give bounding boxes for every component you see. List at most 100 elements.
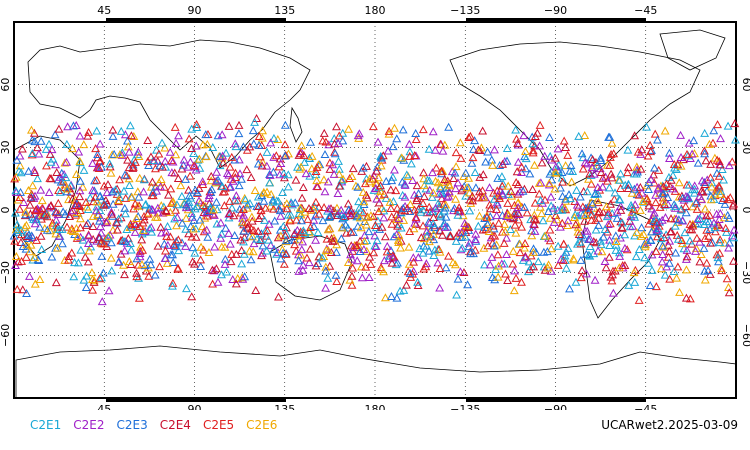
observation-triangle (286, 210, 296, 219)
observation-triangle (216, 218, 226, 227)
observation-triangle (195, 215, 205, 224)
observation-triangle (247, 212, 257, 221)
observation-triangle (46, 157, 56, 166)
observation-triangle (387, 219, 397, 228)
observation-triangle (393, 258, 402, 267)
observation-triangle (544, 260, 554, 269)
observation-triangle (17, 230, 26, 239)
observation-triangle (408, 176, 418, 185)
observation-triangle (607, 138, 617, 147)
observation-triangle (652, 232, 662, 241)
observation-triangle (520, 253, 530, 262)
observation-triangle (469, 144, 478, 153)
observation-triangle (418, 221, 428, 230)
observation-triangle (10, 174, 20, 183)
observation-triangle (581, 249, 591, 258)
observation-triangle (663, 252, 673, 261)
observation-triangle (323, 177, 333, 186)
observation-triangle (137, 235, 147, 244)
observation-triangle (428, 188, 438, 197)
observation-triangle (30, 219, 40, 228)
observation-triangle (591, 189, 600, 198)
observation-triangle (438, 146, 448, 155)
observation-triangle (108, 225, 118, 234)
observation-triangle (673, 159, 683, 169)
observation-triangle (192, 122, 202, 131)
observation-triangle (480, 193, 490, 202)
observation-triangle (528, 146, 538, 155)
observation-triangle (489, 194, 499, 203)
observation-triangle (161, 246, 170, 255)
observation-triangle (50, 130, 60, 139)
observation-triangle (682, 252, 692, 261)
observation-triangle (192, 202, 202, 211)
observation-triangle (465, 131, 475, 140)
observation-triangle (359, 197, 369, 206)
observation-triangle (368, 122, 378, 131)
observation-triangle (454, 203, 464, 212)
observation-triangle (296, 216, 306, 225)
observation-triangle (20, 222, 30, 231)
observation-triangle (652, 226, 662, 235)
observation-triangle (601, 263, 611, 272)
observation-triangle (702, 258, 712, 267)
observation-triangle (705, 210, 715, 219)
observation-triangle (374, 207, 384, 216)
observation-triangle (170, 168, 180, 177)
observation-triangle (321, 137, 331, 146)
observation-triangle (228, 274, 238, 283)
observation-triangle (722, 274, 732, 283)
observation-triangle (452, 290, 462, 299)
observation-triangle (656, 234, 666, 243)
observation-triangle (582, 187, 592, 196)
observation-triangle (390, 165, 399, 174)
observation-triangle (198, 200, 208, 209)
observation-triangle (184, 229, 194, 238)
lon-tick-label: −45 (634, 403, 657, 410)
observation-triangle (654, 165, 664, 174)
top-scale-bar-2 (466, 18, 646, 22)
observation-triangle (386, 246, 396, 255)
observation-triangle (85, 193, 95, 202)
observation-triangle (55, 187, 65, 196)
observation-triangle (76, 245, 86, 254)
observation-triangle (346, 206, 356, 215)
observation-triangle (78, 182, 88, 191)
observation-triangle (62, 157, 72, 166)
observation-triangle (23, 185, 33, 194)
observation-triangle (666, 175, 676, 184)
observation-triangle (379, 206, 389, 215)
observation-triangle (535, 120, 545, 129)
observation-triangle (304, 258, 314, 267)
observation-triangle (329, 233, 339, 242)
observation-triangle (700, 128, 710, 137)
observation-triangle (620, 243, 630, 252)
observation-triangle (44, 139, 54, 148)
observation-triangle (689, 136, 699, 145)
observation-triangle (93, 150, 103, 159)
observation-triangle (637, 223, 647, 232)
observation-triangle (137, 260, 147, 269)
observation-triangle (71, 223, 81, 233)
observation-triangle (428, 168, 437, 177)
observation-triangle (330, 149, 340, 158)
observation-triangle (68, 206, 78, 215)
observation-triangle (424, 246, 434, 255)
observation-triangle (190, 248, 200, 257)
observation-triangle (224, 228, 234, 237)
observation-triangle (37, 244, 47, 253)
observation-triangle (386, 185, 396, 194)
observation-triangle (45, 149, 55, 158)
observation-triangle (228, 176, 238, 185)
product-caption: UCARwet2.2025-03-09 (601, 418, 738, 432)
observation-triangle (553, 144, 563, 153)
observation-triangle (103, 233, 113, 242)
observation-triangle (319, 128, 329, 137)
observation-triangle (521, 154, 531, 163)
observation-triangle (346, 250, 355, 259)
observation-triangle (51, 278, 61, 287)
observation-triangle (607, 173, 617, 182)
observation-triangle (700, 266, 710, 275)
observation-triangle (89, 186, 99, 195)
lat-tick-label: −30 (740, 261, 750, 284)
